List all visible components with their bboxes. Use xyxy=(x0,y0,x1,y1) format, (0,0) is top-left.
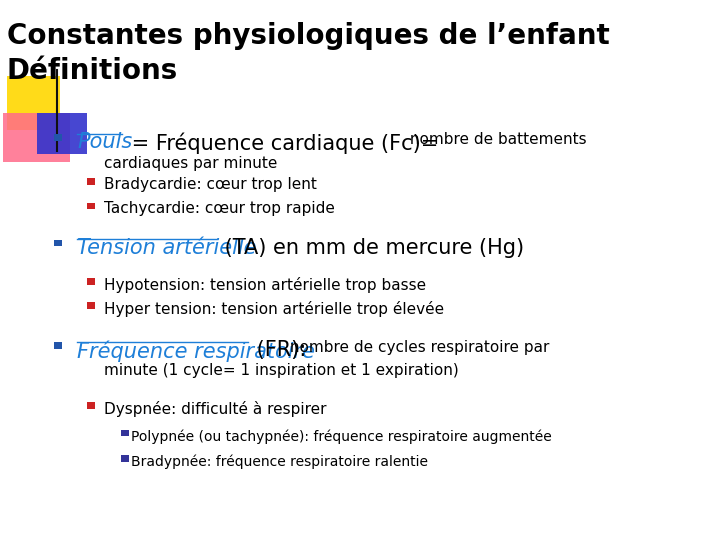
Text: Définitions: Définitions xyxy=(6,57,178,85)
Text: nombre de battements: nombre de battements xyxy=(405,132,587,147)
Bar xyxy=(53,240,62,246)
Text: Tachycardie: cœur trop rapide: Tachycardie: cœur trop rapide xyxy=(104,201,335,217)
Bar xyxy=(87,178,95,185)
Bar xyxy=(87,202,95,209)
Text: (FR):: (FR): xyxy=(250,340,306,360)
Text: Hypotension: tension artérielle trop basse: Hypotension: tension artérielle trop bas… xyxy=(104,277,426,293)
Text: minute (1 cycle= 1 inspiration et 1 expiration): minute (1 cycle= 1 inspiration et 1 expi… xyxy=(104,363,459,379)
Bar xyxy=(120,455,129,462)
Text: Constantes physiologiques de l’enfant: Constantes physiologiques de l’enfant xyxy=(6,22,609,50)
Text: = Fréquence cardiaque (Fc)=: = Fréquence cardiaque (Fc)= xyxy=(125,132,438,154)
Text: (TA) en mm de mercure (Hg): (TA) en mm de mercure (Hg) xyxy=(217,238,523,258)
Bar xyxy=(37,113,87,154)
Bar xyxy=(53,134,62,141)
Bar xyxy=(87,278,95,285)
Text: Bradypnée: fréquence respiratoire ralentie: Bradypnée: fréquence respiratoire ralent… xyxy=(130,455,428,469)
Text: Fréquence respiratoire: Fréquence respiratoire xyxy=(77,340,315,362)
Text: Polypnée (ou tachypnée): fréquence respiratoire augmentée: Polypnée (ou tachypnée): fréquence respi… xyxy=(130,429,552,444)
Text: Dyspnée: difficulté à respirer: Dyspnée: difficulté à respirer xyxy=(104,401,326,417)
Bar xyxy=(6,76,60,130)
Text: Bradycardie: cœur trop lent: Bradycardie: cœur trop lent xyxy=(104,177,317,192)
Bar xyxy=(4,113,71,162)
Text: nombre de cycles respiratoire par: nombre de cycles respiratoire par xyxy=(284,340,549,355)
Bar xyxy=(53,342,62,349)
Text: Hyper tension: tension artérielle trop élevée: Hyper tension: tension artérielle trop é… xyxy=(104,301,444,318)
Bar xyxy=(120,430,129,436)
Bar xyxy=(87,402,95,409)
Text: Tension artérielle: Tension artérielle xyxy=(77,238,256,258)
Bar xyxy=(87,302,95,309)
Text: Pouls: Pouls xyxy=(77,132,132,152)
Text: cardiaques par minute: cardiaques par minute xyxy=(104,156,277,171)
